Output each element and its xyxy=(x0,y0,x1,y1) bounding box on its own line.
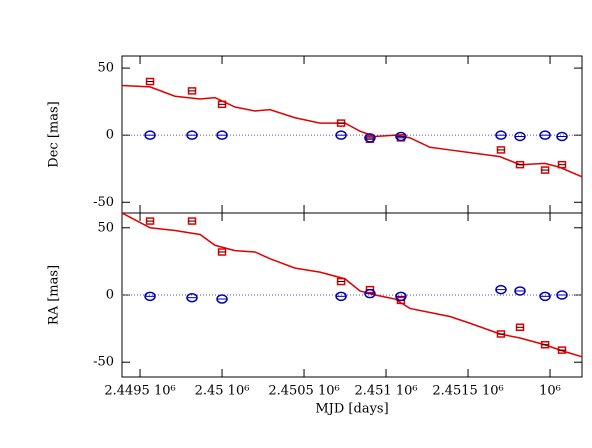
y-tick-label: 50 xyxy=(97,61,114,76)
x-tick-label: 2.451 10⁶ xyxy=(354,384,417,399)
x-tick-label: 2.45 10⁶ xyxy=(195,384,250,399)
x-tick-label: 2.4505 10⁶ xyxy=(268,384,339,399)
y-tick-label: 0 xyxy=(106,128,114,143)
x-tick-label: 2.4495 10⁶ xyxy=(104,384,175,399)
y-tick-label: -50 xyxy=(93,355,114,370)
x-axis-label: MJD [days] xyxy=(315,402,388,417)
y-tick-label: -50 xyxy=(93,195,114,210)
x-tick-label: 10⁶ xyxy=(539,384,561,399)
model-curve xyxy=(122,84,582,178)
y-axis-label: Dec [mas] xyxy=(47,101,62,167)
y-axis-label: RA [mas] xyxy=(47,265,62,325)
plot-area xyxy=(122,77,582,178)
x-tick-label: 2.4515 10⁶ xyxy=(432,384,503,399)
y-tick-label: 50 xyxy=(97,220,114,235)
model-curve xyxy=(122,213,582,358)
plot-area xyxy=(122,213,582,358)
y-tick-label: 0 xyxy=(106,288,114,303)
plot-frame xyxy=(121,55,583,214)
